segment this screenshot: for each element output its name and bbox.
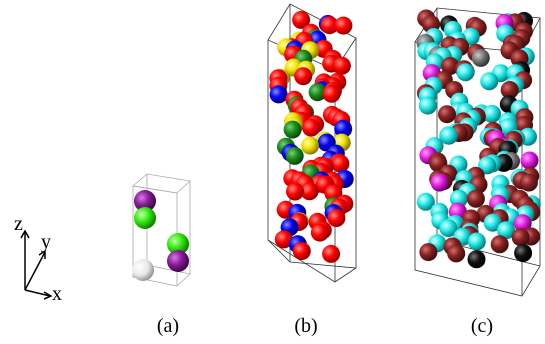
atom [311, 224, 329, 242]
atom [322, 245, 340, 263]
atom [301, 137, 319, 155]
atom [334, 17, 352, 35]
atom [447, 244, 465, 262]
panel-label: (c) [471, 315, 493, 337]
atom [293, 242, 311, 260]
atom [331, 155, 349, 173]
atom [514, 244, 532, 262]
atom [520, 174, 538, 192]
atom [284, 121, 302, 139]
atom [491, 235, 509, 253]
atom [440, 127, 458, 145]
page: z y x (a) (b) (c) (() => { const data = … [0, 0, 545, 344]
atom [323, 85, 341, 103]
atom [468, 250, 486, 268]
atom [467, 190, 485, 208]
atom [419, 97, 437, 115]
atom [302, 119, 320, 137]
atom [512, 228, 530, 246]
atom [438, 105, 456, 123]
atoms-a [132, 190, 189, 281]
atom [134, 207, 156, 229]
atom [472, 49, 490, 67]
atom [132, 259, 154, 281]
atom [333, 57, 351, 75]
atom [468, 233, 486, 251]
panel-label: (a) [157, 315, 179, 337]
figure: z y x (a) (b) (c) [0, 0, 545, 344]
atoms-c [417, 10, 541, 269]
z-label: z [14, 213, 23, 235]
atom [327, 209, 345, 227]
atom [457, 63, 475, 81]
atom [294, 67, 312, 85]
atom [286, 183, 304, 201]
atom [270, 85, 288, 103]
atom [480, 72, 498, 90]
atom [167, 250, 189, 272]
atom [483, 105, 501, 123]
atom [419, 243, 437, 261]
x-label: x [52, 283, 62, 305]
atom [286, 147, 304, 165]
atom [521, 152, 539, 170]
y-axis [25, 252, 45, 290]
atoms-b [269, 11, 353, 263]
atom [431, 174, 449, 192]
y-label: y [41, 231, 51, 253]
panel-label: (b) [294, 315, 317, 337]
